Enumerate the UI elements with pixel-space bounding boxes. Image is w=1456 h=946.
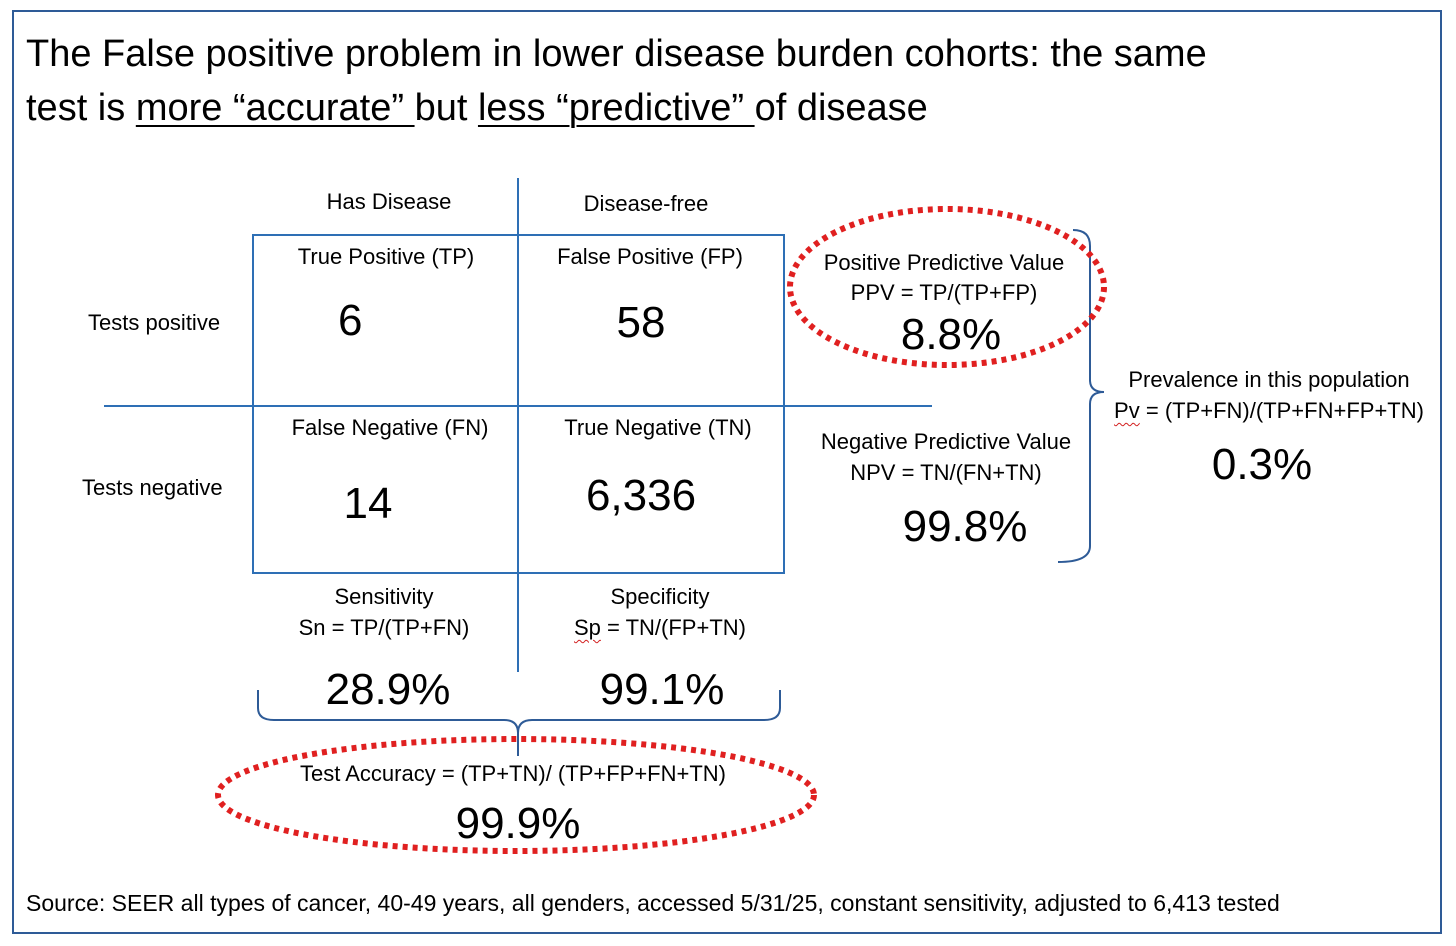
cell-tn-value: 6,336 bbox=[585, 471, 697, 520]
sensitivity-formula: Sn = TP/(TP+FN) bbox=[298, 615, 470, 640]
prevalence-value: 0.3% bbox=[1211, 440, 1313, 489]
prevalence-formula-rest: = (TP+FN)/(TP+FN+FP+TN) bbox=[1139, 398, 1424, 423]
cell-tp-label: True Positive (TP) bbox=[297, 244, 475, 269]
slide-title-line-2: test is more “accurate” but less “predic… bbox=[26, 82, 928, 134]
specificity-title: Specificity bbox=[610, 584, 710, 609]
slide-title-line-1: The False positive problem in lower dise… bbox=[26, 33, 1207, 75]
title-underlined-accurate: more “accurate” bbox=[135, 87, 415, 129]
prevalence-title: Prevalence in this population bbox=[1128, 367, 1410, 392]
row-header-tests-positive: Tests positive bbox=[88, 310, 221, 335]
sensitivity-value: 28.9% bbox=[325, 665, 451, 714]
ppv-title: Positive Predictive Value bbox=[823, 250, 1065, 275]
npv-value: 99.8% bbox=[902, 502, 1028, 551]
cell-fp-value: 58 bbox=[616, 298, 666, 347]
specificity-value: 99.1% bbox=[599, 665, 725, 714]
cell-fp-label: False Positive (FP) bbox=[557, 244, 743, 269]
accuracy-formula: Test Accuracy = (TP+TN)/ (TP+FP+FN+TN) bbox=[299, 761, 727, 786]
title-text: test is bbox=[26, 87, 136, 129]
cell-tn-label: True Negative (TN) bbox=[564, 415, 752, 440]
slide-frame bbox=[12, 10, 1442, 934]
npv-title: Negative Predictive Value bbox=[820, 429, 1072, 454]
title-text: but bbox=[414, 87, 478, 129]
ppv-highlight-ellipse bbox=[787, 206, 1107, 368]
title-underlined-predictive: less “predictive” bbox=[477, 87, 755, 129]
specificity-formula-rest: = TN/(FP+TN) bbox=[600, 615, 746, 640]
npv-formula: NPV = TN/(FN+TN) bbox=[850, 460, 1042, 485]
specificity-formula: Sp = TN/(FP+TN) bbox=[574, 615, 746, 641]
prevalence-formula: Pv = (TP+FN)/(TP+FN+FP+TN) bbox=[1114, 398, 1424, 424]
cell-fn-label: False Negative (FN) bbox=[291, 415, 489, 440]
column-header-disease-free: Disease-free bbox=[583, 191, 709, 216]
title-text: of disease bbox=[754, 87, 928, 129]
cell-fn-value: 14 bbox=[343, 479, 393, 528]
column-header-has-disease: Has Disease bbox=[326, 189, 452, 214]
source-note: Source: SEER all types of cancer, 40-49 … bbox=[26, 890, 1280, 916]
accuracy-value: 99.9% bbox=[455, 799, 581, 848]
ppv-formula: PPV = TP/(TP+FP) bbox=[850, 280, 1038, 305]
confusion-matrix-box bbox=[252, 234, 785, 574]
cell-tp-value: 6 bbox=[338, 296, 363, 345]
prevalence-bracket bbox=[1057, 229, 1105, 563]
row-header-tests-negative: Tests negative bbox=[82, 475, 223, 500]
specificity-abbr: Sp bbox=[574, 615, 601, 640]
accuracy-highlight-ellipse bbox=[215, 736, 817, 854]
ppv-value: 8.8% bbox=[900, 310, 1002, 359]
prevalence-abbr: Pv bbox=[1114, 398, 1140, 423]
sensitivity-title: Sensitivity bbox=[334, 584, 434, 609]
